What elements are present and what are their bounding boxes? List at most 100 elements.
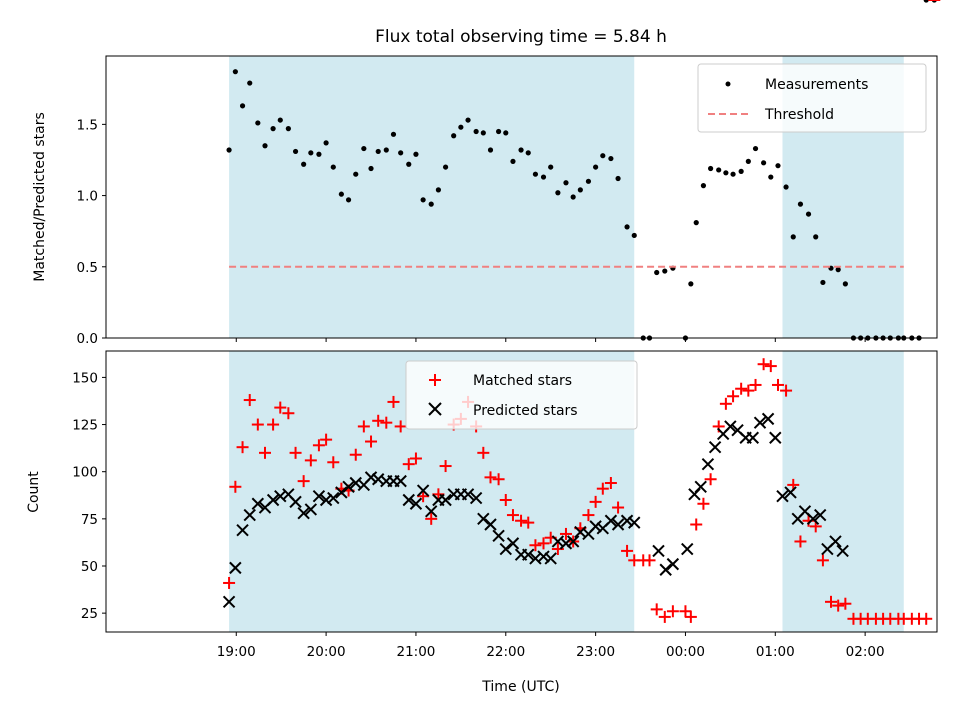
measurement-point bbox=[813, 234, 819, 240]
measurement-point bbox=[532, 171, 539, 177]
predicted-stars-point bbox=[416, 484, 430, 497]
matched-stars-point bbox=[824, 595, 837, 608]
top-y-tick-label: 1.5 bbox=[77, 117, 98, 133]
matched-stars-point bbox=[650, 603, 663, 616]
measurement-point bbox=[555, 190, 561, 196]
measurement-point bbox=[662, 268, 668, 274]
measurement-point bbox=[600, 153, 606, 159]
x-tick-label: 21:00 bbox=[396, 644, 435, 660]
measurement-point bbox=[510, 158, 516, 164]
matched-stars-point bbox=[297, 475, 310, 488]
measurement-point bbox=[270, 126, 276, 132]
matched-stars-point bbox=[690, 518, 703, 531]
predicted-stars-point bbox=[628, 516, 641, 529]
measurement-point bbox=[473, 128, 479, 135]
measurement-point bbox=[330, 164, 336, 170]
measurement-point bbox=[693, 220, 699, 226]
legend-threshold-label: Threshold bbox=[764, 107, 834, 123]
predicted-stars-point bbox=[611, 518, 625, 531]
matched-stars-point bbox=[499, 493, 512, 506]
legend-predicted-marker bbox=[428, 402, 442, 416]
predicted-stars-point bbox=[425, 505, 438, 518]
predicted-stars-point bbox=[304, 503, 318, 516]
predicted-stars-point bbox=[402, 493, 415, 507]
matched-stars-point bbox=[432, 488, 445, 501]
top-y-tick-label: 0.5 bbox=[77, 260, 98, 276]
measurement-point bbox=[654, 269, 660, 276]
matched-stars-point bbox=[643, 554, 656, 567]
measurement-point bbox=[480, 130, 486, 136]
matched-stars-point bbox=[492, 473, 505, 486]
x-tick-label: 01:00 bbox=[756, 644, 795, 660]
x-tick-label: 00:00 bbox=[666, 644, 705, 660]
measurement-point bbox=[563, 180, 569, 186]
bottom-y-axis-label: Count bbox=[26, 471, 42, 513]
matched-stars-point bbox=[387, 395, 400, 408]
matched-stars-point bbox=[658, 610, 671, 623]
measurement-point bbox=[308, 150, 314, 156]
matched-stars-point bbox=[719, 397, 732, 410]
predicted-stars-point bbox=[769, 431, 782, 444]
matched-stars-point bbox=[735, 382, 748, 395]
matched-stars-point bbox=[794, 535, 807, 548]
matched-stars-point bbox=[832, 599, 845, 612]
bottom-y-ticks: 25 50 75 100 125 150 bbox=[72, 370, 106, 622]
predicted-stars-point bbox=[229, 561, 242, 575]
legend-matched-marker bbox=[429, 374, 441, 386]
measurement-point bbox=[420, 197, 426, 203]
legend-matched-label: Matched stars bbox=[473, 373, 572, 389]
matched-stars-point bbox=[621, 544, 634, 557]
matched-stars-point bbox=[327, 456, 340, 469]
measurement-point bbox=[708, 165, 714, 172]
matched-stars-point bbox=[704, 473, 717, 486]
predicted-stars-point bbox=[297, 506, 310, 520]
bottom-x-ticks: 19:00 20:00 21:00 22:00 23:00 00:00 01:00 02:00 bbox=[217, 632, 885, 660]
measurement-point bbox=[805, 211, 812, 217]
measurement-point bbox=[361, 145, 367, 152]
matched-stars-point bbox=[780, 384, 793, 397]
measurement-point bbox=[255, 120, 261, 126]
matched-stars-point bbox=[742, 384, 755, 397]
bottom-y-tick-label: 150 bbox=[72, 370, 98, 386]
top-panel: 0.0 0.5 1.0 1.5 Matched/Predicted stars Mea… bbox=[32, 0, 938, 347]
matched-stars-point bbox=[551, 543, 564, 556]
x-tick-label: 22:00 bbox=[486, 644, 525, 660]
measurement-point bbox=[451, 133, 457, 139]
matched-stars-point bbox=[357, 420, 370, 433]
matched-stars-point bbox=[684, 610, 697, 623]
matched-stars-point bbox=[816, 554, 829, 567]
matched-stars-point bbox=[289, 446, 302, 459]
bottom-y-tick-label: 125 bbox=[72, 418, 98, 434]
predicted-stars-point bbox=[681, 542, 694, 556]
measurement-point bbox=[593, 164, 599, 170]
matched-stars-point bbox=[236, 441, 249, 454]
predicted-stars-point bbox=[836, 544, 849, 558]
measurement-point bbox=[716, 167, 722, 173]
matched-stars-point bbox=[757, 358, 770, 371]
predicted-stars-point bbox=[620, 514, 634, 527]
measurement-point bbox=[615, 175, 621, 182]
measurement-point bbox=[316, 151, 322, 157]
measurement-point bbox=[503, 130, 509, 136]
matched-stars-point bbox=[312, 439, 325, 452]
matched-stars-point bbox=[522, 516, 535, 529]
measurement-point bbox=[525, 150, 531, 156]
x-tick-label: 23:00 bbox=[576, 644, 615, 660]
measurement-point bbox=[495, 128, 502, 135]
measurement-point bbox=[797, 201, 804, 207]
matched-stars-point bbox=[477, 446, 490, 459]
matched-stars-point bbox=[439, 460, 452, 473]
matched-stars-point bbox=[537, 537, 550, 550]
matched-stars-point bbox=[484, 471, 497, 484]
measurement-point bbox=[353, 171, 359, 177]
predicted-stars-point bbox=[604, 514, 618, 527]
predicted-stars-point bbox=[243, 508, 256, 522]
top-legend: Measurements Threshold bbox=[697, 63, 927, 133]
measurement-point bbox=[413, 151, 419, 157]
matched-stars-point bbox=[251, 418, 264, 431]
measurement-point bbox=[577, 187, 583, 193]
matched-stars-point bbox=[365, 435, 378, 448]
predicted-stars-point bbox=[499, 542, 512, 556]
matched-stars-point bbox=[259, 446, 272, 459]
